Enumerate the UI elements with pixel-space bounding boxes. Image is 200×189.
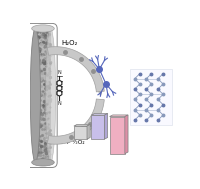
Polygon shape	[74, 124, 90, 126]
Text: H₂O + ½O₂: H₂O + ½O₂	[52, 140, 85, 145]
Text: N: N	[57, 101, 61, 106]
Ellipse shape	[32, 159, 54, 166]
Bar	[129, 69, 171, 125]
Polygon shape	[109, 115, 127, 117]
Ellipse shape	[32, 25, 54, 32]
Polygon shape	[124, 115, 127, 154]
FancyBboxPatch shape	[34, 29, 51, 162]
Bar	[109, 117, 124, 154]
Ellipse shape	[45, 29, 55, 162]
Polygon shape	[47, 47, 104, 92]
Polygon shape	[47, 99, 104, 144]
Polygon shape	[43, 138, 48, 141]
Polygon shape	[98, 91, 101, 96]
Text: N: N	[57, 70, 61, 75]
Ellipse shape	[30, 29, 40, 162]
Polygon shape	[91, 113, 107, 115]
Text: H₂O₂: H₂O₂	[61, 40, 78, 46]
Bar	[91, 115, 104, 139]
Polygon shape	[87, 124, 90, 139]
Polygon shape	[104, 113, 107, 139]
Bar	[74, 126, 87, 139]
